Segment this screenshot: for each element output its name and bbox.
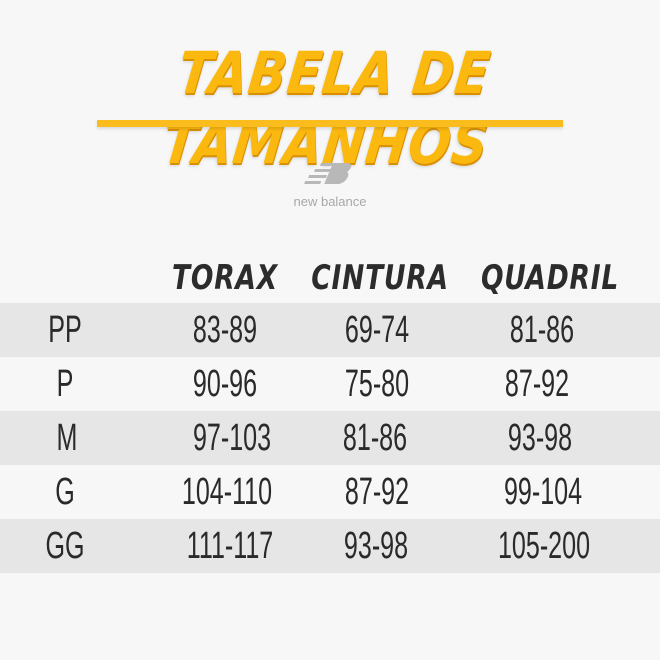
size-label: G (55, 471, 75, 513)
cintura-value: 93-98 (343, 525, 409, 567)
header-torax: TORAX (172, 258, 278, 298)
torax-value: 97-103 (192, 417, 272, 459)
cintura-value: 87-92 (344, 471, 410, 513)
quadril-value: 87-92 (504, 363, 570, 405)
table-row: P 90-96 75-80 87-92 (0, 357, 660, 411)
table-row: M 97-103 81-86 93-98 (0, 411, 660, 465)
size-label: GG (45, 525, 85, 567)
table-row: G 104-110 87-92 99-104 (0, 465, 660, 519)
size-label: M (56, 417, 78, 459)
title-underline (97, 120, 563, 127)
header-cintura: CINTURA (311, 258, 449, 298)
title-text: TABELA DE TAMANHOS (158, 39, 495, 177)
nb-logo-icon (304, 163, 352, 184)
table-row: PP 83-89 69-74 81-86 (0, 303, 660, 357)
header-quadril: QUADRIL (480, 258, 620, 298)
cintura-value: 69-74 (344, 309, 410, 351)
torax-value: 104-110 (181, 471, 273, 513)
size-label: P (56, 363, 74, 405)
quadril-value: 99-104 (503, 471, 583, 513)
torax-value: 83-89 (192, 309, 258, 351)
quadril-value: 81-86 (509, 309, 575, 351)
quadril-value: 93-98 (507, 417, 573, 459)
size-label: PP (48, 309, 82, 351)
torax-value: 90-96 (192, 363, 258, 405)
brand-logo: new balance (285, 160, 375, 220)
page-title: TABELA DE TAMANHOS (0, 38, 660, 178)
brand-name: new balance (293, 194, 367, 209)
cintura-value: 81-86 (342, 417, 408, 459)
table-row: GG 111-117 93-98 105-200 (0, 519, 660, 573)
cintura-value: 75-80 (344, 363, 410, 405)
quadril-value: 105-200 (497, 525, 591, 567)
torax-value: 111-117 (186, 525, 274, 567)
